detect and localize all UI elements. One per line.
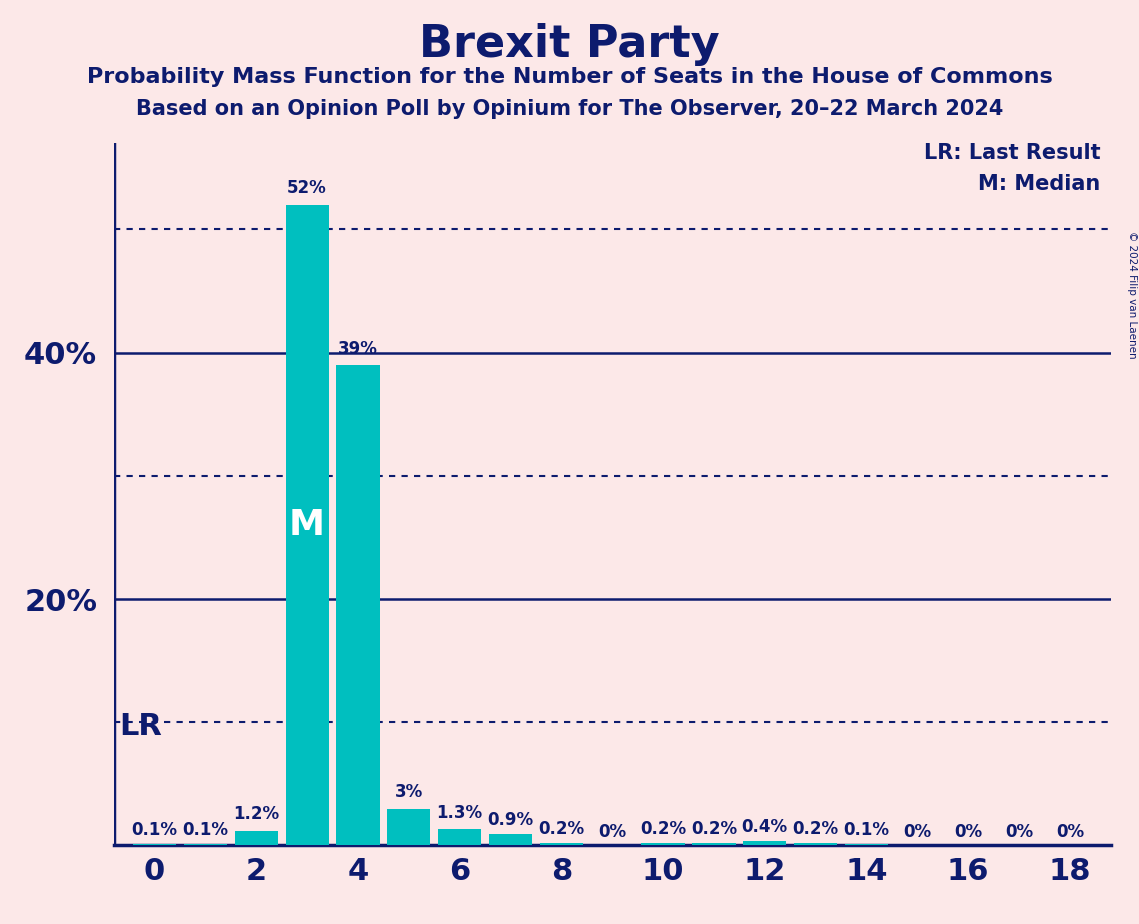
Text: 0%: 0% bbox=[1005, 822, 1033, 841]
Text: 39%: 39% bbox=[338, 340, 378, 358]
Bar bbox=[439, 830, 482, 845]
Bar bbox=[286, 205, 329, 845]
Text: 0.4%: 0.4% bbox=[741, 818, 788, 835]
Bar bbox=[540, 843, 583, 845]
Text: 0%: 0% bbox=[954, 822, 982, 841]
Bar bbox=[693, 843, 736, 845]
Text: LR: Last Result: LR: Last Result bbox=[924, 143, 1100, 164]
Text: 3%: 3% bbox=[395, 784, 423, 801]
Text: 52%: 52% bbox=[287, 179, 327, 198]
Bar bbox=[794, 843, 837, 845]
Bar bbox=[489, 834, 532, 845]
Text: 1.2%: 1.2% bbox=[233, 806, 279, 823]
Text: 0.9%: 0.9% bbox=[487, 811, 533, 830]
Text: LR: LR bbox=[118, 711, 162, 741]
Text: M: M bbox=[289, 508, 325, 542]
Text: Brexit Party: Brexit Party bbox=[419, 23, 720, 67]
Bar bbox=[235, 831, 278, 845]
Text: 0%: 0% bbox=[1056, 822, 1084, 841]
Text: 0%: 0% bbox=[598, 822, 626, 841]
Text: 0.2%: 0.2% bbox=[640, 821, 686, 838]
Text: 0.2%: 0.2% bbox=[539, 821, 584, 838]
Text: 0.1%: 0.1% bbox=[844, 821, 890, 839]
Text: 0.2%: 0.2% bbox=[691, 821, 737, 838]
Text: 1.3%: 1.3% bbox=[436, 804, 483, 822]
Text: 0.2%: 0.2% bbox=[793, 821, 838, 838]
Text: © 2024 Filip van Laenen: © 2024 Filip van Laenen bbox=[1126, 231, 1137, 359]
Text: 0.1%: 0.1% bbox=[182, 821, 229, 839]
Text: 0.1%: 0.1% bbox=[132, 821, 178, 839]
Bar bbox=[336, 365, 379, 845]
Text: Probability Mass Function for the Number of Seats in the House of Commons: Probability Mass Function for the Number… bbox=[87, 67, 1052, 87]
Bar bbox=[387, 808, 431, 845]
Bar bbox=[641, 843, 685, 845]
Text: M: Median: M: Median bbox=[978, 174, 1100, 194]
Bar bbox=[743, 841, 786, 845]
Text: 0%: 0% bbox=[903, 822, 932, 841]
Text: Based on an Opinion Poll by Opinium for The Observer, 20–22 March 2024: Based on an Opinion Poll by Opinium for … bbox=[136, 99, 1003, 119]
